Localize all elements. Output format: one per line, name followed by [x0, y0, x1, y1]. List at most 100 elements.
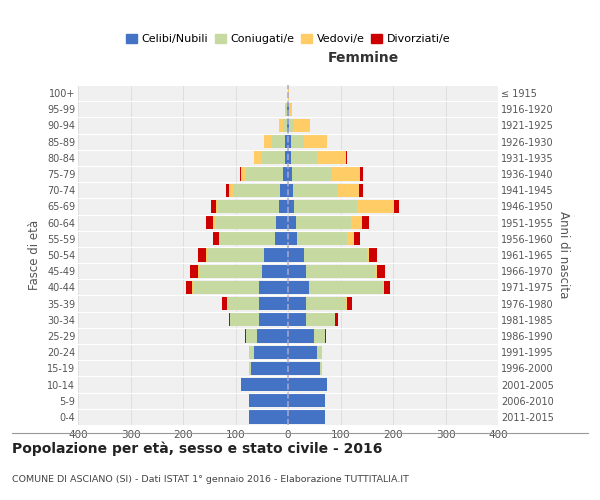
Bar [216, 216, 277, 230]
Bar [233, 184, 280, 197]
Bar [346, 297, 347, 310]
Bar [278, 200, 288, 213]
Bar [290, 151, 317, 164]
Bar [288, 168, 292, 180]
Bar [288, 135, 290, 148]
Bar [211, 200, 215, 213]
Bar [325, 330, 326, 342]
Bar [307, 264, 374, 278]
Bar [293, 184, 338, 197]
Bar [383, 280, 384, 294]
Bar [307, 313, 335, 326]
Bar [292, 168, 332, 180]
Bar [220, 232, 275, 245]
Bar [288, 216, 296, 230]
Bar [226, 184, 229, 197]
Bar [347, 297, 352, 310]
Bar [361, 168, 363, 180]
Bar [254, 346, 288, 359]
Bar [288, 346, 317, 359]
Bar [218, 200, 278, 213]
Bar [367, 248, 370, 262]
Bar [275, 232, 288, 245]
Bar [320, 362, 322, 375]
Bar [288, 280, 309, 294]
Y-axis label: Anni di nascita: Anni di nascita [557, 212, 571, 298]
Bar [280, 184, 288, 197]
Bar [307, 297, 346, 310]
Bar [190, 264, 198, 278]
Bar [286, 135, 288, 148]
Bar [288, 410, 325, 424]
Bar [218, 232, 220, 245]
Bar [288, 330, 314, 342]
Bar [223, 297, 227, 310]
Bar [317, 346, 322, 359]
Bar [287, 119, 288, 132]
Bar [286, 102, 287, 116]
Bar [304, 135, 328, 148]
Bar [248, 346, 254, 359]
Bar [198, 248, 206, 262]
Bar [241, 168, 246, 180]
Bar [254, 151, 262, 164]
Bar [215, 200, 218, 213]
Bar [206, 216, 214, 230]
Bar [259, 280, 288, 294]
Bar [286, 151, 288, 164]
Bar [277, 216, 288, 230]
Bar [265, 135, 272, 148]
Bar [288, 232, 298, 245]
Bar [288, 264, 307, 278]
Bar [288, 297, 307, 310]
Bar [241, 378, 288, 391]
Bar [304, 248, 367, 262]
Bar [265, 248, 288, 262]
Bar [248, 362, 251, 375]
Bar [283, 168, 288, 180]
Bar [288, 119, 289, 132]
Bar [206, 248, 265, 262]
Bar [361, 216, 370, 230]
Bar [338, 184, 359, 197]
Bar [290, 102, 292, 116]
Bar [246, 330, 257, 342]
Bar [370, 248, 377, 262]
Bar [240, 168, 241, 180]
Bar [359, 184, 363, 197]
Bar [251, 362, 288, 375]
Bar [290, 135, 304, 148]
Bar [288, 313, 307, 326]
Bar [384, 280, 391, 294]
Bar [262, 151, 286, 164]
Bar [214, 232, 218, 245]
Text: Femmine: Femmine [328, 50, 399, 64]
Bar [288, 378, 328, 391]
Bar [245, 330, 246, 342]
Bar [262, 264, 288, 278]
Bar [346, 151, 347, 164]
Bar [394, 200, 400, 213]
Bar [351, 216, 361, 230]
Bar [283, 119, 287, 132]
Bar [347, 232, 353, 245]
Bar [248, 410, 288, 424]
Bar [309, 280, 383, 294]
Bar [230, 313, 259, 326]
Bar [278, 119, 283, 132]
Bar [288, 151, 290, 164]
Bar [296, 216, 351, 230]
Text: Popolazione per età, sesso e stato civile - 2016: Popolazione per età, sesso e stato civil… [12, 441, 382, 456]
Bar [295, 200, 358, 213]
Bar [335, 313, 338, 326]
Bar [272, 135, 286, 148]
Bar [298, 232, 347, 245]
Bar [289, 119, 295, 132]
Bar [227, 297, 259, 310]
Bar [197, 264, 199, 278]
Legend: Celibi/Nubili, Coniugati/e, Vedovi/e, Divorziati/e: Celibi/Nubili, Coniugati/e, Vedovi/e, Di… [121, 30, 455, 48]
Bar [295, 119, 310, 132]
Bar [214, 216, 216, 230]
Bar [288, 394, 325, 407]
Bar [288, 362, 320, 375]
